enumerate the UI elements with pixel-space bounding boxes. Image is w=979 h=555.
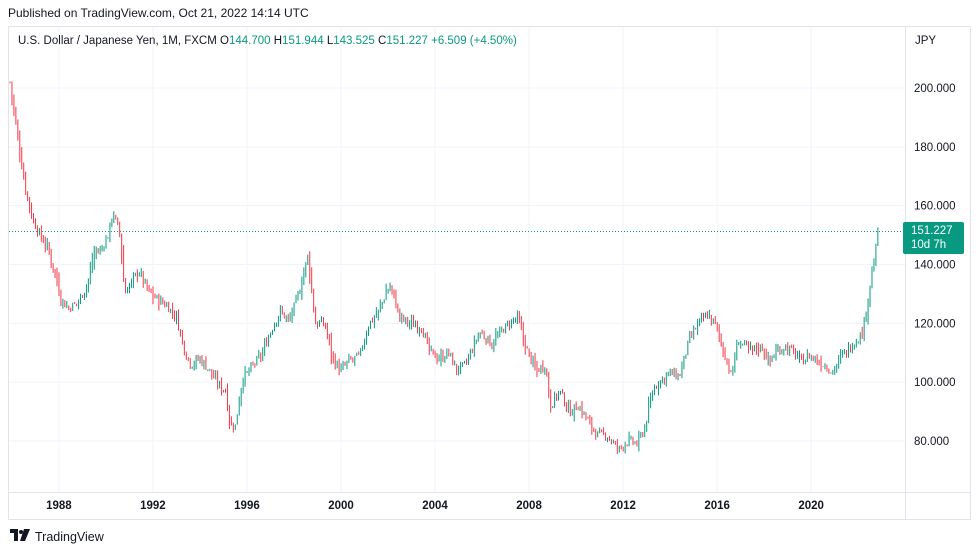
bar-countdown: 10d 7h <box>911 239 947 251</box>
x-tick-label: 2016 <box>704 500 730 512</box>
x-tick-label: 2012 <box>610 500 636 512</box>
symbol-legend[interactable]: U.S. Dollar / Japanese Yen, 1M, FXCM O14… <box>18 35 517 47</box>
y-tick-label: 100.000 <box>914 377 956 389</box>
y-tick-label: 160.000 <box>914 201 956 213</box>
legend-close-label: C <box>378 35 387 47</box>
tradingview-footer[interactable]: TradingView <box>10 529 104 544</box>
last-price-value: 151.227 <box>911 225 953 237</box>
y-tick-label: 120.000 <box>914 318 956 330</box>
currency-label: JPY <box>915 35 937 47</box>
tradingview-logo-icon <box>10 529 30 544</box>
legend-high-label: H <box>273 35 283 47</box>
x-tick-label: 2004 <box>422 500 448 512</box>
legend-low-value: 143.525 <box>333 35 375 47</box>
publish-line: Published on TradingView.com, Oct 21, 20… <box>8 6 309 20</box>
y-tick-label: 200.000 <box>914 83 956 95</box>
x-tick-label: 2000 <box>328 500 354 512</box>
x-tick-label: 2020 <box>798 500 824 512</box>
y-tick-label: 180.000 <box>914 142 956 154</box>
x-tick-label: 1996 <box>234 500 260 512</box>
legend-low-label: L <box>326 35 334 47</box>
legend-symbol: U.S. Dollar / Japanese Yen, 1M, FXCM <box>18 35 217 47</box>
legend-change: +6.509 (+4.50%) <box>431 35 517 47</box>
x-tick-label: 2008 <box>516 500 542 512</box>
tradingview-brand: TradingView <box>35 529 104 544</box>
y-tick-label: 140.000 <box>914 260 956 272</box>
x-tick-label: 1988 <box>46 500 72 512</box>
last-price-badge: 151.227 10d 7h <box>903 222 964 254</box>
legend-open-value: 144.700 <box>228 35 271 47</box>
x-tick-label: 1992 <box>140 500 166 512</box>
chart-frame[interactable] <box>8 26 971 520</box>
y-tick-label: 80.000 <box>914 436 949 448</box>
legend-open-label: O <box>220 35 229 47</box>
legend-high-value: 151.944 <box>282 35 324 47</box>
legend-close-value: 151.227 <box>386 35 428 47</box>
